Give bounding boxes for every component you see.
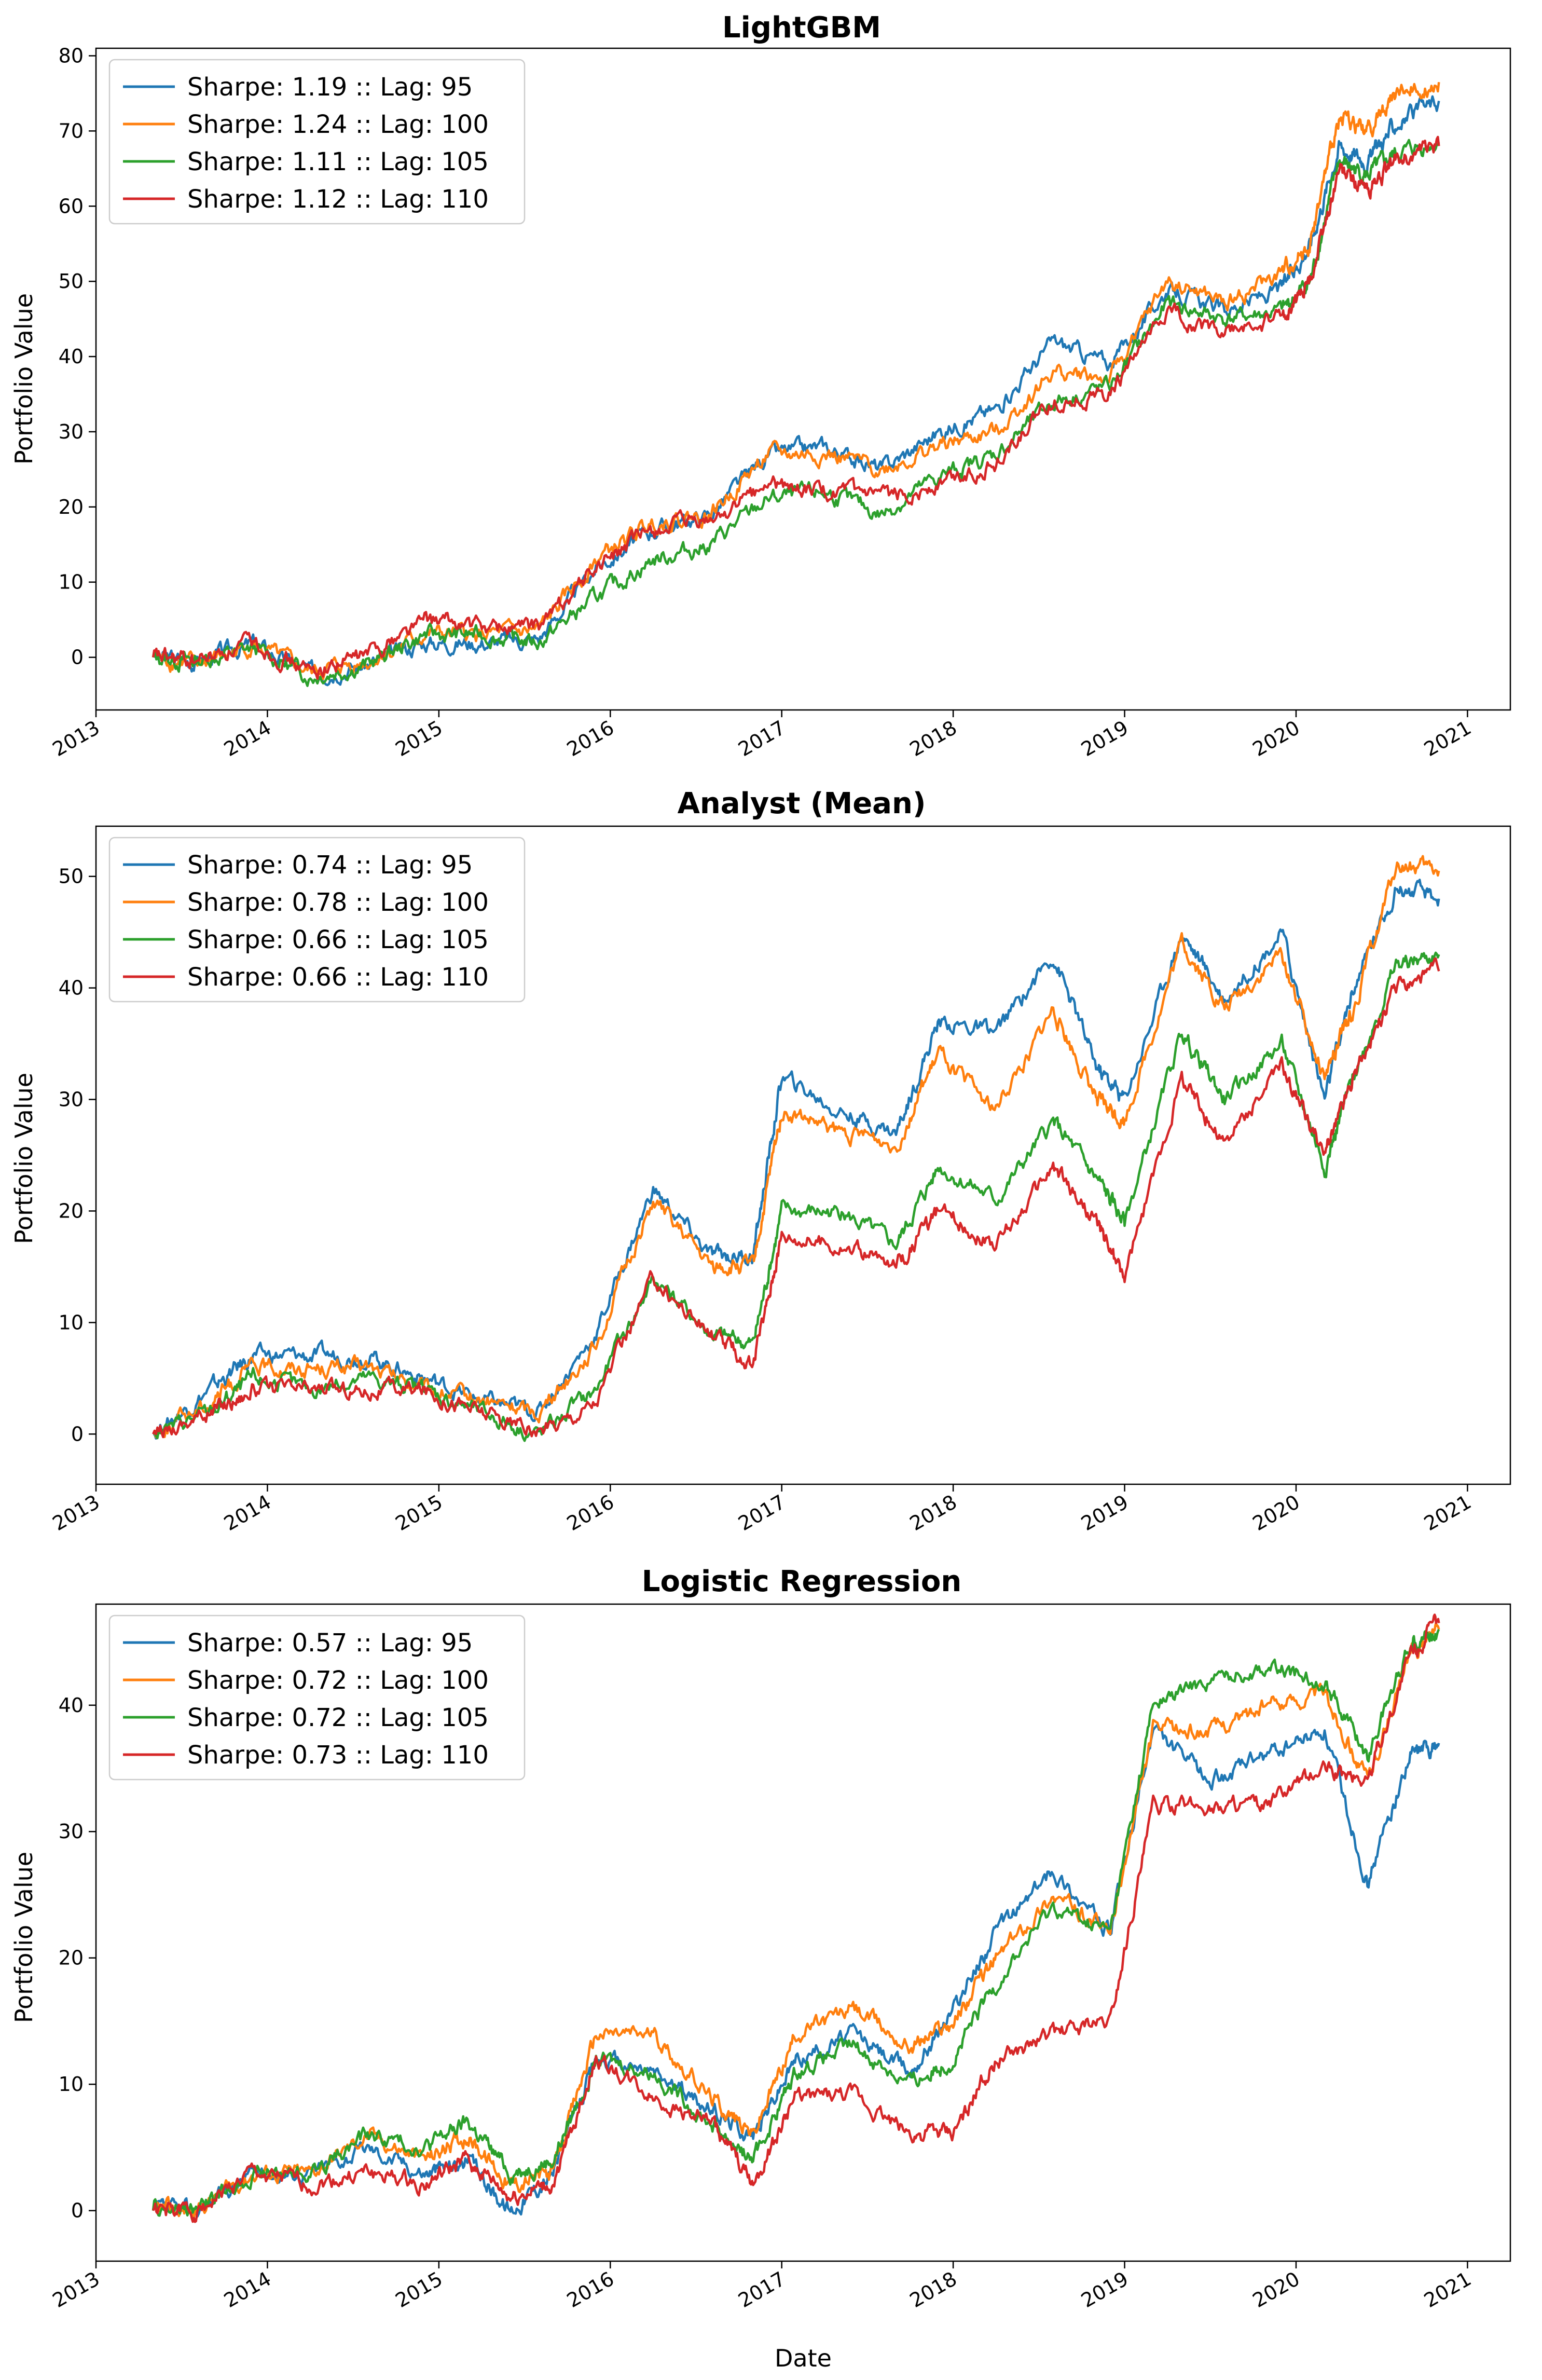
- legend-entry: Sharpe: 1.24 :: Lag: 100: [187, 110, 489, 139]
- plot-frame: [95, 825, 1511, 1485]
- y-tick-label: 10: [59, 1311, 84, 1334]
- y-tick-label: 20: [59, 1947, 84, 1969]
- panel-analyst-mean: Analyst (Mean) Portfolio Value 0 10 20 30 40…: [10, 787, 1511, 1535]
- plot-frame: [95, 1603, 1511, 2262]
- series-lines: [152, 855, 1440, 1442]
- y-ticks: 0 10 20 30 40: [59, 1694, 96, 2222]
- y-axis-label: Portfolio Value: [10, 293, 38, 464]
- series-line: [152, 139, 1440, 687]
- series-line: [152, 957, 1440, 1439]
- y-axis-label: Portfolio Value: [10, 1852, 38, 2023]
- legend-entry: Sharpe: 0.57 :: Lag: 95: [187, 1629, 473, 1658]
- legend-entry: Sharpe: 0.74 :: Lag: 95: [187, 851, 473, 880]
- series-line: [152, 1621, 1440, 2220]
- legend-entry: Sharpe: 1.12 :: Lag: 110: [187, 185, 489, 214]
- series-line: [152, 135, 1440, 680]
- legend-entry: Sharpe: 1.11 :: Lag: 105: [187, 147, 489, 176]
- y-tick-label: 60: [59, 195, 84, 217]
- y-tick-label: 0: [71, 2199, 84, 2222]
- legend-entry: Sharpe: 0.66 :: Lag: 105: [187, 925, 489, 954]
- series-line: [152, 1613, 1440, 2223]
- legend-entry: Sharpe: 0.66 :: Lag: 110: [187, 963, 489, 992]
- y-tick-label: 10: [59, 571, 84, 594]
- series-line: [152, 81, 1440, 680]
- plot-frame: [95, 47, 1511, 711]
- y-tick-label: 40: [59, 977, 84, 1000]
- legend-box: [108, 59, 526, 225]
- legend-entry: Sharpe: 0.73 :: Lag: 110: [187, 1741, 489, 1770]
- series-line: [152, 1629, 1440, 2217]
- legend-entry: Sharpe: 1.19 :: Lag: 95: [187, 73, 473, 102]
- panel-title: Analyst (Mean): [678, 787, 926, 820]
- panel-title: Logistic Regression: [642, 1565, 961, 1598]
- legend-entry: Sharpe: 0.72 :: Lag: 100: [187, 1666, 489, 1695]
- legend-box: [108, 837, 526, 1003]
- y-tick-label: 70: [59, 119, 84, 142]
- y-tick-label: 50: [59, 865, 84, 888]
- y-ticks: 0 10 20 30 40 50 60 70 80: [59, 44, 96, 669]
- y-tick-label: 40: [59, 345, 84, 368]
- y-tick-label: 10: [59, 2073, 84, 2096]
- series-line: [152, 855, 1440, 1439]
- y-axis-label: Portfolio Value: [10, 1073, 38, 1244]
- y-tick-label: 30: [59, 1820, 84, 1843]
- panel-title: LightGBM: [722, 11, 881, 45]
- series-line: [153, 879, 1440, 1440]
- y-ticks: 0 10 20 30 40 50: [59, 865, 96, 1445]
- y-tick-label: 80: [59, 44, 84, 67]
- series-lines: [152, 1613, 1440, 2223]
- series-lines: [152, 81, 1440, 687]
- legend-entry: Sharpe: 0.78 :: Lag: 100: [187, 888, 489, 917]
- y-tick-label: 0: [71, 646, 84, 669]
- legend-box: [108, 1615, 526, 1781]
- y-tick-label: 20: [59, 1199, 84, 1222]
- y-tick-label: 30: [59, 1088, 84, 1111]
- y-tick-label: 20: [59, 496, 84, 518]
- y-tick-label: 50: [59, 270, 84, 293]
- y-tick-label: 30: [59, 420, 84, 443]
- y-tick-label: 0: [71, 1422, 84, 1445]
- legend-entry: Sharpe: 0.72 :: Lag: 105: [187, 1703, 489, 1732]
- series-line: [152, 1724, 1440, 2218]
- y-tick-label: 40: [59, 1694, 84, 1717]
- x-axis-label: Date: [775, 2344, 832, 2372]
